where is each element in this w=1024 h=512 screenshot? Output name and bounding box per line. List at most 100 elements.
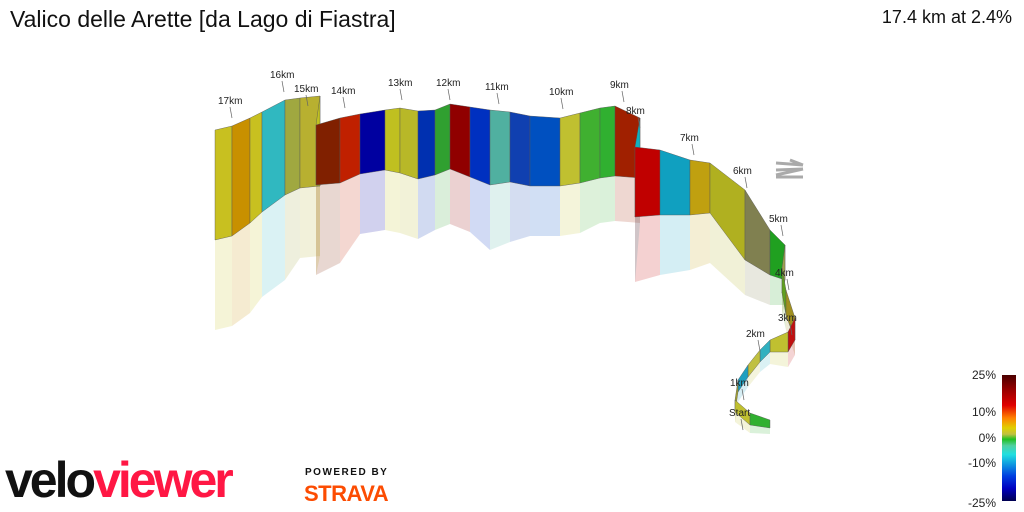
gradient-segment	[469, 106, 491, 186]
gradient-segment	[214, 125, 233, 241]
curtain-segment	[735, 412, 750, 433]
curtain-segment	[360, 170, 385, 234]
km-marker-line	[786, 278, 790, 291]
gradient-segment	[284, 97, 301, 196]
curtain-segment	[710, 213, 745, 295]
gradient-segment	[559, 112, 581, 187]
km-label: 12km	[436, 78, 460, 89]
km-marker-line	[447, 88, 451, 101]
gradient-segment	[249, 111, 263, 224]
legend-label: 0%	[978, 431, 996, 445]
km-label: 15km	[294, 84, 318, 95]
route-title: Valico delle Arette [da Lago di Fiastra]	[10, 6, 396, 32]
profile-curtain	[215, 169, 795, 434]
gradient-segment	[489, 109, 511, 186]
km-label: 8km	[626, 106, 645, 117]
km-label: 9km	[610, 80, 629, 91]
km-marker-line	[281, 80, 285, 93]
gradient-segment	[359, 109, 386, 175]
veloviewer-logo: veloviewer	[5, 452, 234, 508]
curtain-segment	[340, 174, 360, 263]
km-label: 1km	[730, 378, 749, 389]
gradient-segment	[769, 331, 789, 353]
km-label: 17km	[218, 96, 242, 107]
gradient-segment	[579, 107, 601, 184]
gradient-segment	[261, 99, 286, 213]
legend-label: -25%	[967, 496, 996, 510]
curtain-segment	[418, 175, 435, 239]
gradient-segment	[749, 412, 771, 429]
km-labels: Start 1km 2km 3km 4km 5km 6km 7km 8km 9km 10km 11km…	[218, 70, 797, 431]
km-marker-line	[229, 106, 233, 119]
curtain-segment	[690, 213, 710, 270]
curtain-segment	[530, 186, 560, 236]
curtain-segment	[316, 185, 320, 275]
curtain-segment	[435, 169, 450, 230]
km-label: 11km	[485, 82, 509, 93]
gradient-segment	[434, 103, 451, 176]
curtain-segment	[215, 236, 232, 330]
curtain-segment	[250, 212, 262, 313]
gradient-color-scale	[1002, 375, 1016, 501]
gradient-segment	[529, 115, 561, 187]
gradient-legend: 25% 10% 0% -10% -25%	[960, 368, 1024, 512]
km-marker-line	[305, 94, 309, 107]
curtain-segment	[560, 183, 580, 236]
gradient-segment	[339, 113, 361, 184]
curtain-segment	[600, 176, 615, 223]
km-marker-line	[740, 418, 744, 431]
curtain-segment	[300, 186, 320, 258]
curtain-segment	[782, 293, 786, 330]
gradient-segment	[509, 111, 531, 187]
gradient-segment	[231, 117, 251, 237]
curtain-segment	[285, 188, 300, 280]
curtain-segment	[635, 215, 660, 282]
curtain-segment	[660, 215, 690, 275]
km-marker-line	[342, 96, 346, 109]
km-label: 3km	[778, 313, 797, 324]
km-label: 5km	[769, 214, 788, 225]
gradient-segment	[399, 107, 419, 180]
north-arrow-icon	[775, 158, 804, 179]
km-marker-line	[560, 97, 564, 110]
km-marker-line	[789, 323, 793, 336]
legend-label: 25%	[971, 368, 996, 382]
curtain-segment	[770, 352, 788, 367]
gradient-segment	[599, 105, 616, 179]
curtain-segment	[748, 362, 760, 387]
curtain-segment	[490, 182, 510, 250]
curtain-segment	[316, 183, 340, 275]
curtain-segment	[450, 169, 470, 232]
curtain-segment	[232, 223, 250, 326]
km-label: 6km	[733, 166, 752, 177]
legend-label: 10%	[971, 405, 996, 419]
km-marker-line	[621, 90, 625, 103]
curtain-segment	[400, 173, 418, 239]
route-stats: 17.4 km at 2.4%	[881, 7, 1012, 27]
km-marker-line	[744, 176, 748, 189]
curtain-segment	[580, 178, 600, 233]
km-marker-line	[780, 224, 784, 237]
gradient-segment	[634, 146, 661, 218]
km-marker-line	[399, 88, 403, 101]
km-marker-line	[637, 116, 641, 129]
gradient-segment	[659, 149, 691, 216]
km-label: 2km	[746, 329, 765, 340]
gradient-segment	[744, 189, 771, 276]
km-marker-line	[741, 388, 745, 401]
curtain-segment	[770, 275, 785, 305]
curtain-segment	[385, 170, 400, 233]
km-marker-line	[691, 143, 695, 156]
curtain-segment	[470, 177, 490, 250]
strava-logo: STRAVA	[304, 481, 389, 506]
km-label: 4km	[775, 268, 794, 279]
km-label: 7km	[680, 133, 699, 144]
km-label: Start	[729, 408, 750, 419]
profile-gradient-band	[214, 95, 796, 429]
curtain-segment	[510, 182, 530, 242]
curtain-segment	[262, 195, 285, 297]
curtain-segment	[760, 352, 770, 372]
km-label: 14km	[331, 86, 355, 97]
gradient-segment	[384, 107, 401, 174]
